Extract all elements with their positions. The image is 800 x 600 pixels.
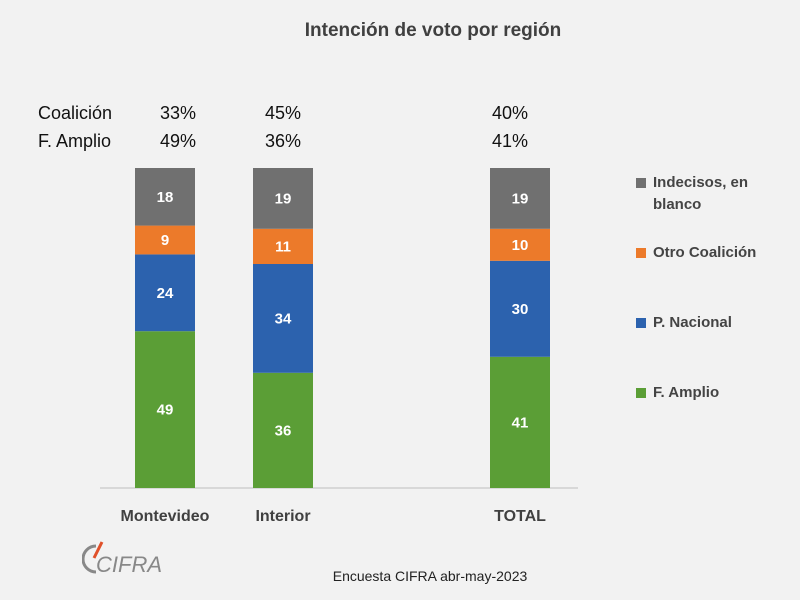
- legend-swatch-otro-coalicion: [636, 248, 646, 258]
- x-tick-label-interior: Interior: [255, 508, 310, 525]
- data-label-total-indecisos-en-blanco: 19: [512, 190, 529, 207]
- source-note: Encuesta CIFRA abr-may-2023: [332, 568, 528, 584]
- bar-montevideo-p-nacional: [135, 254, 195, 332]
- summary-value-total-f-amplio: 41%: [491, 131, 529, 151]
- data-label-interior-otro-coalicion: 11: [275, 238, 291, 255]
- legend-label-indecisos: Indecisos, en blanco: [653, 174, 749, 213]
- legend-swatch-indecisos: [636, 178, 646, 188]
- legend-swatch-p-nacional: [636, 318, 646, 328]
- summary-label-coalicion: Coalición: [38, 103, 113, 123]
- bar-total-otro-coalicion: [490, 228, 550, 261]
- legend-label-f-amplio: F. Amplio: [653, 384, 720, 401]
- data-label-montevideo-p-nacional: 24: [157, 285, 174, 302]
- data-label-interior-p-nacional: 34: [275, 310, 292, 327]
- bar-total-p-nacional: [490, 260, 550, 357]
- data-label-interior-f-amplio: 36: [275, 422, 292, 439]
- legend-label-p-nacional: P. Nacional: [653, 314, 732, 331]
- x-tick-label-total: TOTAL: [494, 508, 546, 525]
- bar-total-indecisos-en-blanco: [490, 168, 550, 229]
- summary-value-montevideo-coalicion: 33%: [159, 103, 197, 123]
- summary-value-total-coalicion: 40%: [491, 103, 529, 123]
- summary-value-montevideo-f-amplio: 49%: [159, 131, 197, 151]
- data-label-montevideo-f-amplio: 49: [157, 402, 174, 419]
- bar-montevideo-f-amplio: [135, 331, 195, 488]
- data-label-total-p-nacional: 30: [512, 301, 529, 318]
- bar-montevideo-indecisos-en-blanco: [135, 168, 195, 226]
- bar-total-f-amplio: [490, 356, 550, 488]
- data-label-montevideo-otro-coalicion: 9: [161, 232, 169, 249]
- cifra-logo-text: CIFRA: [96, 552, 162, 577]
- data-label-total-otro-coalicion: 10: [512, 237, 529, 254]
- data-label-interior-indecisos-en-blanco: 19: [275, 190, 292, 207]
- summary-value-interior-f-amplio: 36%: [264, 131, 302, 151]
- data-label-total-f-amplio: 41: [512, 414, 529, 431]
- x-tick-label-montevideo: Montevideo: [121, 508, 210, 525]
- data-label-montevideo-indecisos-en-blanco: 18: [157, 189, 174, 206]
- cifra-logo: CIFRA: [82, 541, 162, 577]
- bar-interior-otro-coalicion: [253, 228, 313, 264]
- bar-montevideo-otro-coalicion: [135, 225, 195, 255]
- summary-label-f-amplio: F. Amplio: [38, 131, 112, 151]
- summary-value-interior-coalicion: 45%: [264, 103, 302, 123]
- legend-label-otro-coalicion: Otro Coalición: [653, 244, 757, 261]
- bar-interior-f-amplio: [253, 372, 313, 488]
- chart-title: Intención de voto por región: [304, 20, 562, 41]
- bar-interior-indecisos-en-blanco: [253, 168, 313, 229]
- bar-interior-p-nacional: [253, 264, 313, 373]
- legend-swatch-f-amplio: [636, 388, 646, 398]
